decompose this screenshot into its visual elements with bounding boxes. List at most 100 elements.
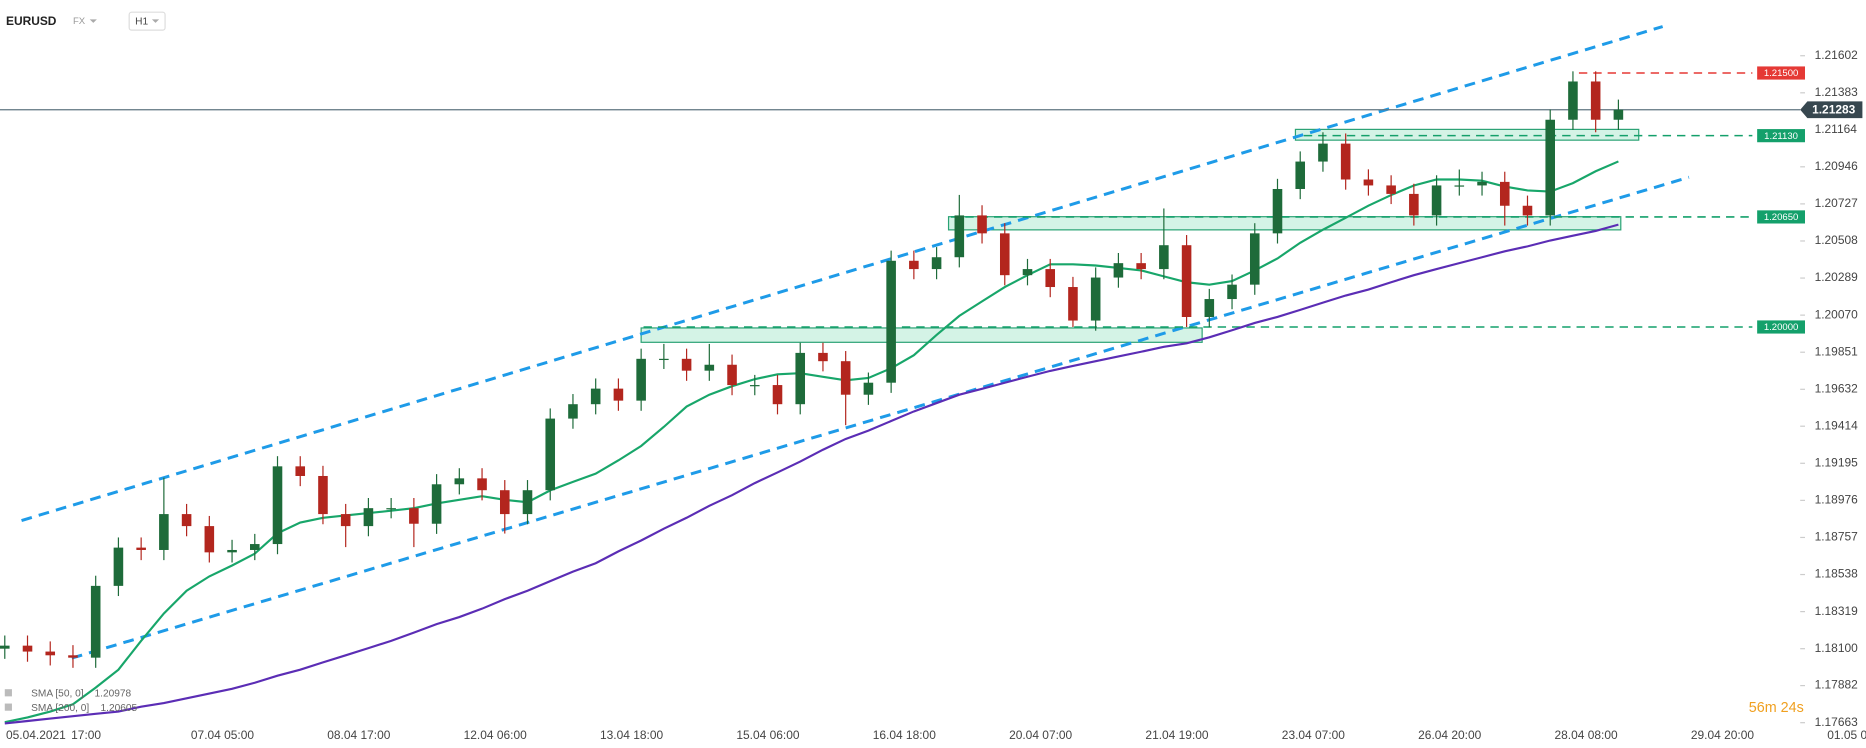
candle-body <box>1022 269 1033 276</box>
candle-body <box>681 358 692 371</box>
candle-body <box>1159 245 1169 270</box>
price-tag <box>1800 101 1863 119</box>
candle-body <box>522 490 533 515</box>
x-tick-label: 13.04 18:00 <box>600 728 663 742</box>
candle-body <box>1590 81 1601 120</box>
legend-icon[interactable] <box>4 689 12 697</box>
y-tick-label: 1.19632 <box>1815 381 1859 395</box>
zone <box>1294 128 1640 141</box>
candle-body <box>227 549 237 553</box>
candle-body <box>68 655 78 658</box>
y-tick-label: 1.17882 <box>1815 678 1859 692</box>
candle-body <box>613 388 624 401</box>
candle-body <box>340 514 351 527</box>
x-tick-label: 12.04 06:00 <box>464 728 527 742</box>
x-tick-label: 16.04 18:00 <box>873 728 936 742</box>
legend-icon[interactable] <box>4 703 12 711</box>
candle-body <box>636 358 646 401</box>
candle-body <box>204 526 215 553</box>
x-tick-label: 15.04 06:00 <box>736 728 799 742</box>
x-tick-label: 01.05 08:00 <box>1827 728 1866 742</box>
y-tick-label: 1.19851 <box>1815 344 1859 358</box>
candle-body <box>1249 233 1260 285</box>
candle-body <box>1477 181 1487 186</box>
x-tick-label: 21.04 19:00 <box>1145 728 1208 742</box>
x-tick-label: 08.04 17:00 <box>327 728 390 742</box>
candle-body <box>1318 143 1328 162</box>
candle-body <box>909 260 919 270</box>
candle-body <box>1068 287 1078 321</box>
legend-value: 1.20605 <box>100 703 137 714</box>
x-tick-label: 28.04 08:00 <box>1555 728 1618 742</box>
countdown: 56m 24s <box>1749 700 1804 716</box>
y-tick-label: 1.21602 <box>1815 48 1859 62</box>
plot: 1.21602 1.21383 1.21164 1.20946 1.20727 1.205… <box>0 48 1866 742</box>
x-tick-label: 05.04.2021 <box>6 728 66 742</box>
x-tick-label: 23.04 07:00 <box>1282 728 1345 742</box>
candle-body <box>22 645 33 652</box>
y-tick-label: 1.18757 <box>1815 530 1859 544</box>
y-tick-label: 1.18319 <box>1815 604 1859 618</box>
x-tick-label: 07.04 05:00 <box>191 728 254 742</box>
y-tick-label: 1.19195 <box>1815 455 1859 469</box>
candle-body <box>977 215 987 234</box>
candle-body <box>1409 193 1419 216</box>
level-label: 1.21130 <box>1764 131 1798 142</box>
legend-label: SMA [200, 0] <box>31 703 89 714</box>
level-tag <box>1757 320 1805 334</box>
candle-body <box>1568 81 1578 120</box>
candle-body <box>159 514 169 550</box>
y-tick-label: 1.20508 <box>1815 233 1859 247</box>
candle-body <box>1090 277 1101 321</box>
timeframe-box[interactable] <box>128 11 166 31</box>
y-tick-label: 1.21383 <box>1815 85 1859 99</box>
candle-body <box>545 418 556 491</box>
dropdown-arrow[interactable] <box>151 19 160 23</box>
candle-body <box>954 215 965 258</box>
legend: SMA [50, 0] 1.20978 SMA [200, 0] 1.20605 <box>4 689 138 714</box>
sma-line <box>4 160 1619 724</box>
legend-label: SMA [50, 0] <box>31 689 84 700</box>
x-tick-label: 29.04 20:00 <box>1691 728 1754 742</box>
candle-body <box>1613 109 1624 120</box>
y-tick-label: 1.18976 <box>1815 493 1859 507</box>
candle-body <box>659 358 669 361</box>
sma-line <box>4 223 1619 725</box>
candle-body <box>1295 161 1306 189</box>
candle-body <box>818 352 828 362</box>
candle-body <box>1499 181 1510 206</box>
candle-body <box>886 260 896 383</box>
y-tick-label: 1.21164 <box>1815 122 1858 136</box>
level-tag <box>1757 129 1805 143</box>
candle-body <box>931 257 942 270</box>
timeframe[interactable]: H1 <box>135 16 148 27</box>
y-tick-label: 1.17663 <box>1815 715 1859 729</box>
dropdown-arrow[interactable] <box>89 19 97 23</box>
candle-body <box>795 352 806 405</box>
candle-body <box>409 508 419 524</box>
candle-body <box>363 508 374 527</box>
y-tick-label: 1.20289 <box>1815 270 1859 284</box>
market: FX <box>73 16 86 27</box>
candle-body <box>1272 188 1283 234</box>
candle-body <box>90 585 101 658</box>
candle-body <box>454 478 465 485</box>
y-tick-label: 1.20946 <box>1815 159 1859 173</box>
candle-body <box>1113 263 1124 278</box>
candle-body <box>727 364 737 386</box>
level-label: 1.21500 <box>1764 68 1799 79</box>
zone <box>640 327 1203 343</box>
candle-body <box>1136 263 1146 270</box>
channel-line <box>71 175 1690 660</box>
candle-body <box>1454 185 1465 187</box>
candle-body <box>1386 185 1396 194</box>
candle-body <box>1545 119 1555 216</box>
candle-body <box>295 466 306 476</box>
symbol[interactable]: EURUSD <box>6 14 57 28</box>
candle-body <box>477 478 487 491</box>
x-tick-label: 17:00 <box>71 728 101 742</box>
price-tag-label: 1.21283 <box>1812 103 1856 117</box>
candle-body <box>1522 205 1533 216</box>
candle-body <box>113 547 124 586</box>
